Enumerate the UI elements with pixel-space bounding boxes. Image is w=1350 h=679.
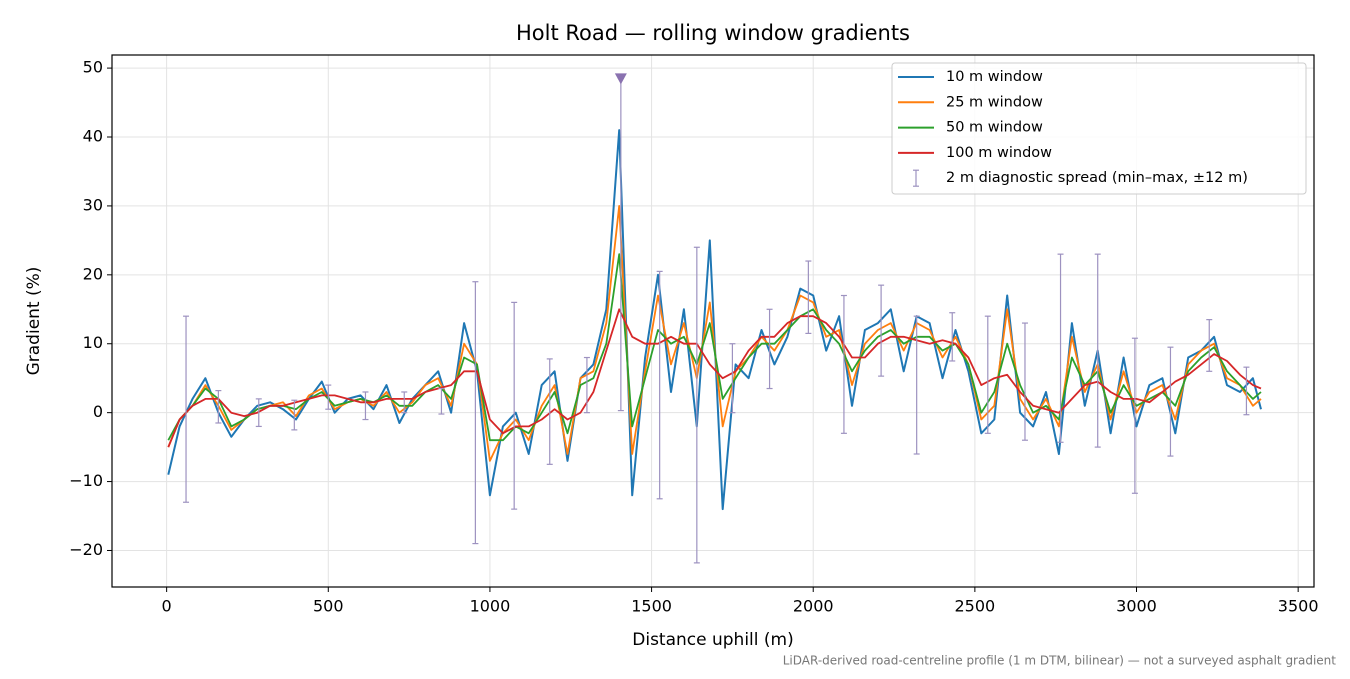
ticks: 0 500 1000 1500 2000 2500 3000 3500 −20 −10 0 10 20 3… [69, 58, 1318, 616]
plot-area [167, 73, 1262, 564]
error-bar [511, 301, 518, 510]
x-tick-label: 500 [313, 597, 344, 616]
chart-title: Holt Road — rolling window gradients [516, 21, 910, 45]
error-bar [183, 315, 190, 503]
series-line [167, 308, 1262, 448]
y-tick-label: 30 [83, 195, 103, 214]
y-tick-label: 50 [83, 58, 103, 77]
y-axis-label: Gradient (%) [24, 267, 44, 376]
error-bar [913, 315, 920, 455]
error-bar [401, 391, 408, 414]
error-bar [1167, 346, 1174, 457]
series-line [167, 129, 1262, 511]
error-bar [1131, 337, 1138, 494]
error-bar [1057, 253, 1064, 443]
y-tick-label: −10 [69, 471, 103, 490]
error-bar [1206, 319, 1213, 372]
error-bar [656, 270, 663, 500]
legend-label: 2 m diagnostic spread (min–max, ±12 m) [946, 170, 1248, 186]
x-tick-label: 1500 [631, 597, 672, 616]
error-bar [1094, 253, 1101, 448]
x-tick-label: 1000 [470, 597, 511, 616]
legend-label: 25 m window [946, 94, 1043, 110]
series-line [167, 253, 1262, 442]
error-bar [546, 358, 553, 465]
x-tick-label: 2000 [793, 597, 834, 616]
error-bar [693, 246, 700, 564]
y-tick-label: 40 [83, 127, 103, 146]
y-tick-label: 0 [93, 402, 103, 421]
y-tick-label: 10 [83, 333, 103, 352]
error-bar [1021, 322, 1028, 441]
error-bar [472, 281, 479, 545]
legend: 10 m window 25 m window 50 m window 100 m w… [891, 62, 1307, 195]
error-bar [362, 391, 369, 421]
error-bar [729, 343, 736, 414]
footnote: LiDAR-derived road-centreline profile (1… [783, 654, 1337, 668]
legend-box [891, 62, 1307, 195]
y-tick-label: 20 [83, 264, 103, 283]
x-axis-label: Distance uphill (m) [632, 630, 793, 650]
y-tick-label: −20 [69, 540, 103, 559]
error-bar [255, 398, 262, 428]
x-tick-label: 3500 [1278, 597, 1319, 616]
legend-label: 10 m window [946, 69, 1043, 85]
clip-marker [614, 73, 627, 85]
axes-frame [111, 54, 1315, 588]
x-tick-label: 3000 [1116, 597, 1157, 616]
error-bar [840, 294, 847, 434]
error-bar [583, 356, 590, 414]
error-bar [215, 390, 222, 424]
error-bar [291, 399, 298, 431]
error-bar [766, 308, 773, 390]
error-bar [438, 387, 445, 415]
x-tick-label: 0 [162, 597, 172, 616]
error-bar [1243, 366, 1250, 416]
error-bar [949, 312, 956, 362]
x-tick-label: 2500 [955, 597, 996, 616]
legend-label: 50 m window [946, 120, 1043, 136]
error-bar [805, 260, 812, 335]
error-bar [878, 284, 885, 377]
legend-label: 100 m window [946, 145, 1052, 161]
error-bar [984, 315, 991, 434]
error-bar [325, 384, 332, 410]
